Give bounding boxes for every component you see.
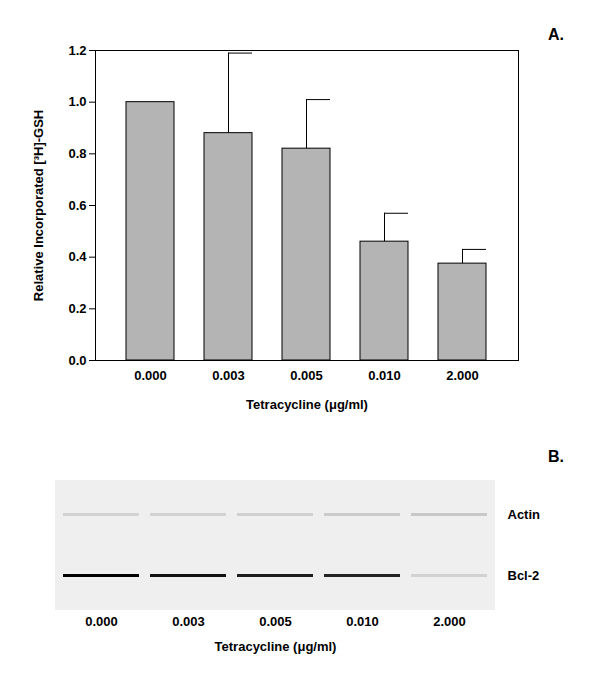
svg-text:0.005: 0.005 [290,368,323,383]
svg-text:0.003: 0.003 [172,614,205,629]
svg-text:1.0: 1.0 [68,94,86,109]
svg-text:2.000: 2.000 [446,368,479,383]
svg-text:0.2: 0.2 [68,301,86,316]
svg-text:0.8: 0.8 [68,146,86,161]
svg-text:1.2: 1.2 [68,43,86,58]
svg-text:Actin: Actin [508,507,541,522]
html-text:B.: B. [548,448,564,465]
svg-text:0.000: 0.000 [134,368,167,383]
svg-text:Tetracycline (μg/ml): Tetracycline (μg/ml) [215,639,337,654]
svg-text:0.010: 0.010 [346,614,379,629]
svg-text:2.000: 2.000 [433,614,466,629]
svg-text:0.6: 0.6 [68,198,86,213]
html-text:A.: A. [548,26,564,43]
svg-text:0.003: 0.003 [212,368,245,383]
svg-text:0.4: 0.4 [68,249,87,264]
svg-text:Tetracycline (μg/ml): Tetracycline (μg/ml) [246,397,368,412]
svg-text:0.010: 0.010 [368,368,401,383]
svg-text:0.000: 0.000 [85,614,118,629]
svg-text:Bcl-2: Bcl-2 [508,568,540,583]
svg-text:0.0: 0.0 [68,353,86,368]
svg-text:0.005: 0.005 [259,614,292,629]
svg-text:Relative Incorporated [³H]-GSH: Relative Incorporated [³H]-GSH [31,110,46,301]
